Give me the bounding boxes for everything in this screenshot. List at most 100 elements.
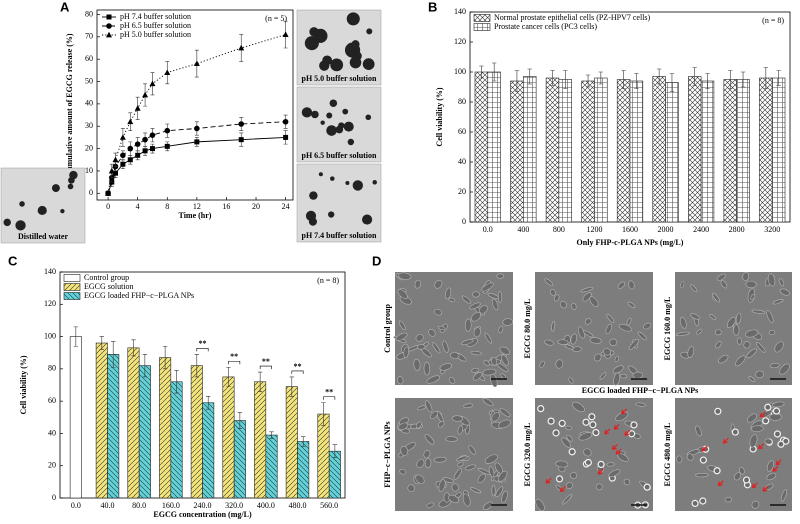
particle <box>326 125 337 136</box>
cell-arrow <box>775 459 782 466</box>
bar <box>771 77 786 223</box>
cell <box>482 501 493 510</box>
bar <box>107 354 120 499</box>
particle <box>19 201 25 207</box>
cell <box>498 470 508 482</box>
legend-label: pH 7.4 buffer solution <box>120 12 191 21</box>
error-bar <box>111 341 116 368</box>
cell-arrow <box>751 482 758 489</box>
y-tick-label: 80 <box>85 9 93 18</box>
error-bar <box>550 70 555 86</box>
data-point <box>283 134 289 140</box>
particle <box>343 121 354 132</box>
cell <box>768 329 776 335</box>
x-tick-label: 24 <box>282 202 290 211</box>
bar <box>285 386 298 499</box>
cell <box>686 453 694 461</box>
cell <box>568 377 574 384</box>
cell-arrow <box>717 480 724 487</box>
cell <box>539 360 545 368</box>
micrograph-heading: EGCG loaded FHP−c−PLGA NPs <box>582 386 698 395</box>
cell <box>750 425 764 432</box>
cell <box>464 464 476 471</box>
y-axis-label: Cell viability (%) <box>435 87 444 146</box>
cell <box>715 341 722 349</box>
cell <box>733 324 740 336</box>
cell <box>623 478 631 486</box>
y-tick-label: 140 <box>44 267 56 276</box>
cell <box>397 376 404 385</box>
cell <box>471 367 480 373</box>
cell <box>433 456 447 463</box>
cell <box>766 472 777 481</box>
error-bar <box>491 62 497 82</box>
cell <box>605 323 613 335</box>
bar <box>127 347 140 499</box>
x-tick-label: 80.0 <box>132 501 146 510</box>
cell <box>484 454 498 464</box>
cell <box>499 346 511 355</box>
legend-swatch <box>63 292 81 300</box>
cell <box>554 294 560 302</box>
cell <box>498 325 504 334</box>
y-axis-label: Cumulative amount of EGCG release (%) <box>65 33 74 177</box>
cell <box>608 469 621 478</box>
data-point <box>142 91 149 98</box>
legend-label: EGCG solution <box>84 282 134 291</box>
significance-mark: ** <box>294 362 302 371</box>
cell <box>780 489 788 502</box>
cell <box>482 368 497 376</box>
cell <box>415 421 422 429</box>
cell <box>407 484 415 493</box>
cell <box>491 298 499 311</box>
cell <box>749 434 758 448</box>
cell <box>491 412 500 422</box>
bar <box>254 381 267 499</box>
cell <box>568 448 576 456</box>
cell <box>442 340 449 353</box>
particle <box>366 28 373 35</box>
legend-label: Prostate cancer cells (PC3 cells) <box>494 22 597 31</box>
cell <box>470 350 482 356</box>
micrograph <box>395 272 513 385</box>
cell <box>643 483 651 491</box>
cell <box>580 287 594 293</box>
cell <box>597 460 605 468</box>
cell <box>777 440 785 448</box>
cell <box>584 318 592 325</box>
bar <box>138 365 151 499</box>
particle <box>346 12 360 26</box>
bar <box>581 80 595 223</box>
x-axis-label: EGCG concentration (mg/L) <box>153 510 252 519</box>
cell <box>588 413 596 421</box>
error-bar <box>289 376 294 397</box>
particle <box>318 172 323 177</box>
cell <box>627 301 636 308</box>
y-tick-label: 30 <box>85 121 93 130</box>
bar <box>723 79 737 223</box>
cell <box>690 284 698 293</box>
cell <box>779 288 790 296</box>
cell <box>565 482 574 489</box>
particle <box>309 191 318 200</box>
cell <box>628 338 640 351</box>
cell <box>618 323 632 332</box>
cell-arrow <box>597 468 604 475</box>
error-bar <box>237 412 243 429</box>
cell <box>748 376 756 382</box>
data-point <box>194 139 200 145</box>
particle <box>352 180 363 191</box>
cell <box>423 361 431 376</box>
data-point <box>112 170 118 176</box>
cell <box>767 273 776 287</box>
legend-marker <box>106 31 112 38</box>
cell <box>696 328 703 335</box>
cell <box>571 302 577 310</box>
particle <box>319 60 330 71</box>
cell <box>679 316 687 329</box>
cell <box>473 372 483 381</box>
bar <box>594 77 608 223</box>
cell <box>445 436 458 442</box>
y-tick-label: 10 <box>85 166 93 175</box>
cell <box>582 418 590 426</box>
